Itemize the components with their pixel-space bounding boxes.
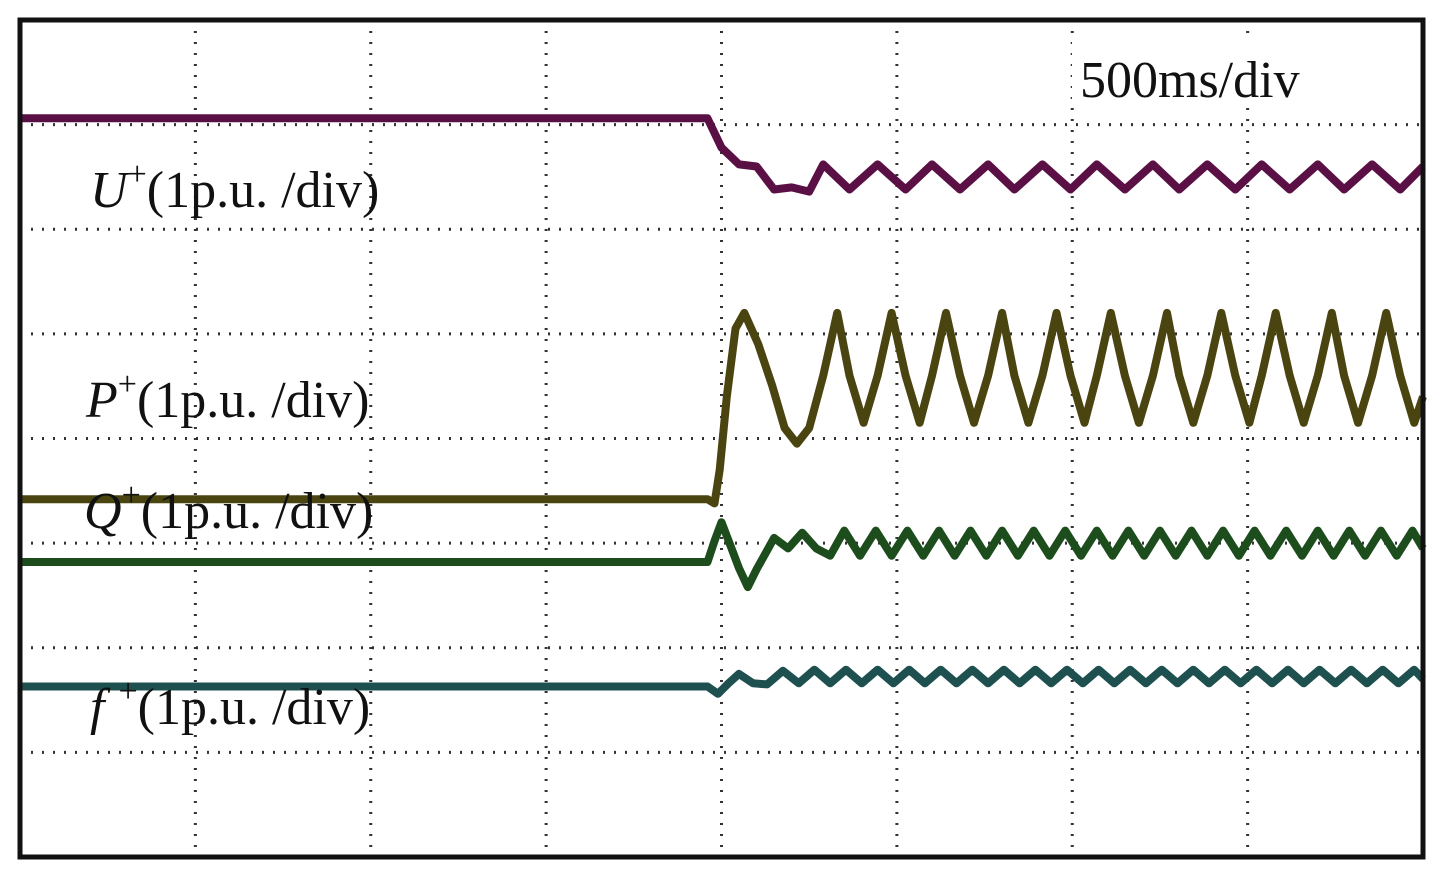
trace-u [20, 114, 1426, 196]
series-label-p-name: P [85, 372, 118, 429]
traces [20, 114, 1427, 698]
series-label-f-scale: (1p.u. /div) [138, 679, 371, 736]
plot-frame [17, 17, 1426, 860]
trace-p [20, 308, 1427, 508]
series-label-u-scale: (1p.u. /div) [147, 162, 380, 219]
series-label-u: U+(1p.u. /div) [90, 156, 379, 219]
series-label-q-name: Q [84, 483, 122, 540]
series-label-u-name: U [90, 162, 131, 219]
series-label-p: P+(1p.u. /div) [85, 366, 369, 429]
time-scale-box [1072, 40, 1402, 106]
series-label-u-sup: + [128, 156, 147, 193]
series-label-q-sup: + [122, 477, 141, 514]
trace-q [20, 518, 1427, 592]
series-label-q-scale: (1p.u. /div) [141, 483, 374, 540]
series-label-f-sup: + [118, 673, 137, 710]
series-label-q: Q+(1p.u. /div) [84, 477, 373, 540]
series-label-p-scale: (1p.u. /div) [137, 372, 370, 429]
series-label-f: f +(1p.u. /div) [90, 673, 370, 736]
trace-f [20, 665, 1426, 698]
series-label-p-sup: + [118, 366, 137, 403]
time-scale-label: 500ms/div [1080, 52, 1300, 109]
